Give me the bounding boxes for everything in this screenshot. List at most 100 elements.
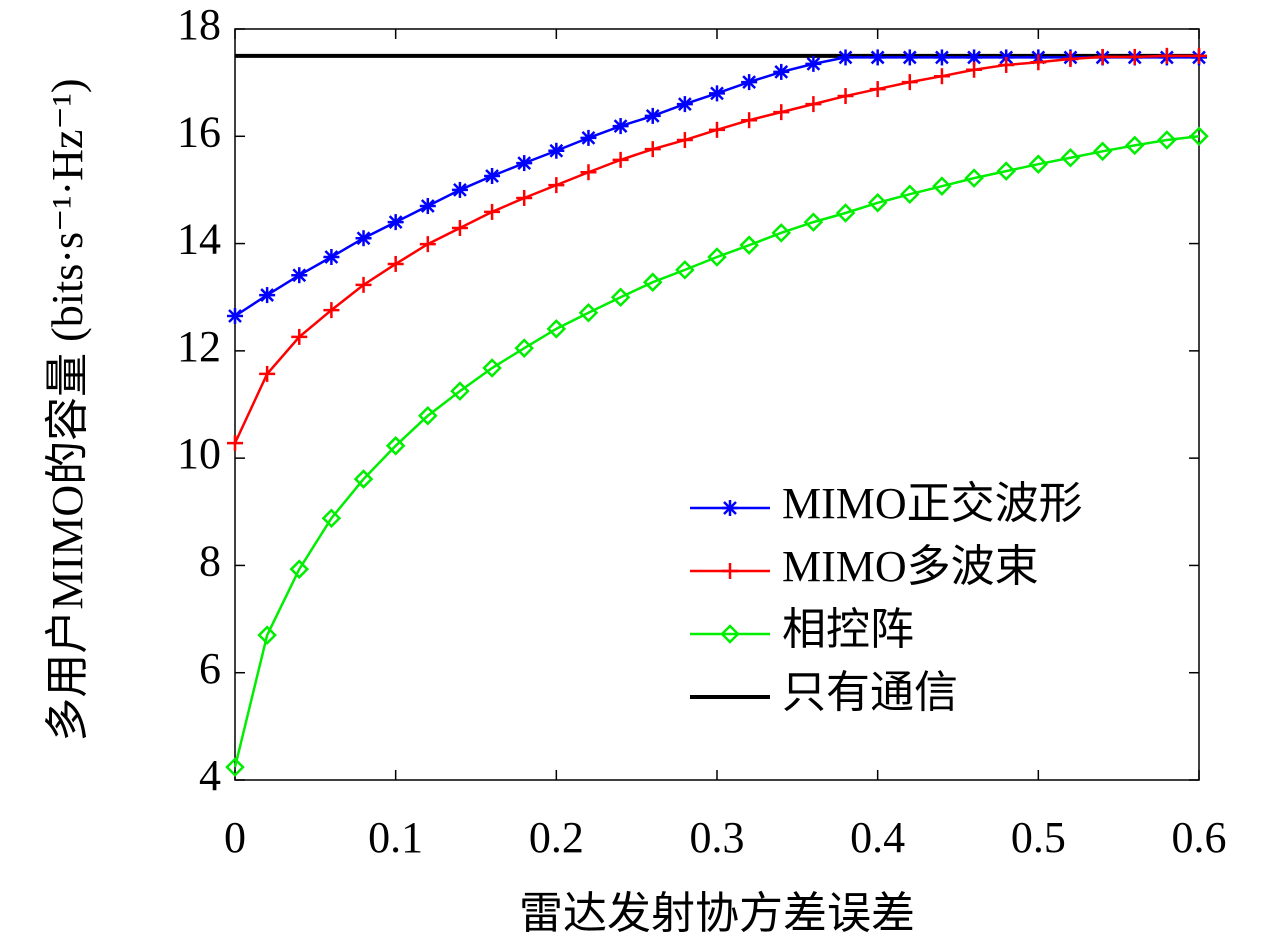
marker [323,302,340,319]
marker [837,49,854,66]
marker-stroke [613,119,628,133]
marker-shape [353,469,374,489]
marker-stroke [723,501,737,515]
marker [676,96,693,113]
marker-stroke [549,143,564,158]
marker-shape [289,559,310,579]
x-tick-label: 0 [224,813,246,862]
marker-shape [450,381,470,401]
marker [387,255,404,272]
marker [289,559,310,579]
y-tick-label: 8 [199,537,221,586]
marker-shape [771,223,792,243]
marker [773,104,790,121]
marker [419,236,436,253]
marker [642,272,663,292]
marker [933,49,950,66]
marker [932,176,952,196]
marker-stroke [806,56,821,71]
marker [227,307,243,324]
marker [722,500,738,516]
marker [548,142,565,159]
marker-shape [996,161,1016,181]
x-tick-label: 0.5 [1011,813,1066,862]
marker [610,287,631,307]
plot-frame [234,28,1200,781]
x-tick-label: 0.2 [529,813,584,862]
marker [546,319,567,339]
marker-shape [514,338,534,358]
marker-shape [1092,141,1113,162]
marker-shape [707,247,727,267]
legend-label: 只有通信 [782,668,958,717]
marker [612,151,629,168]
marker [516,155,533,172]
marker-shape [932,176,952,196]
marker [998,56,1015,73]
marker-shape [257,625,277,645]
legend-label: MIMO多波束 [782,542,1039,591]
marker [805,55,822,72]
marker [321,508,342,528]
marker-stroke [710,86,724,101]
marker [996,161,1016,181]
marker [1094,48,1111,65]
marker [259,287,276,304]
marker [869,49,886,66]
y-axis-label: 多用户MIMO的容量 (bits·s⁻¹·Hz⁻¹) [43,78,92,741]
y-tick-label: 10 [177,429,221,478]
x-axis-label: 雷达发射协方差误差 [519,889,915,938]
marker [514,338,534,358]
marker [259,365,276,382]
marker [484,203,501,220]
marker [1092,141,1113,162]
y-tick-label: 6 [199,644,221,693]
marker [805,96,822,113]
marker-stroke [324,250,339,264]
marker-stroke [838,50,853,65]
y-tick-label: 14 [177,215,221,264]
marker [675,260,695,280]
marker [709,121,725,138]
y-tick-label: 12 [177,322,221,371]
marker [722,563,738,579]
marker [548,177,565,194]
marker-shape [964,168,984,188]
marker [450,381,470,401]
marker [578,303,599,323]
marker-shape [1028,154,1049,174]
marker-shape [321,508,342,528]
marker [1062,51,1079,68]
marker [771,223,792,243]
marker [803,212,824,232]
marker [257,625,277,645]
y-tick-label: 4 [199,751,221,800]
marker [933,68,950,85]
marker-stroke [742,75,757,89]
marker-stroke [902,50,917,65]
marker-stroke [581,131,596,145]
marker-stroke [935,50,949,65]
marker [451,220,468,237]
marker-shape [867,193,888,213]
marker [900,184,920,204]
marker-shape [1157,130,1177,150]
x-tick-label: 0.4 [850,813,905,862]
marker-shape [1124,135,1145,156]
marker [1158,47,1175,64]
marker-shape [900,184,920,204]
marker [901,74,918,91]
y-tick-label: 16 [177,107,221,156]
marker-shape [482,358,502,378]
marker [580,129,597,146]
marker-shape [610,287,631,307]
marker-stroke [420,199,435,213]
marker [709,85,725,102]
marker-stroke [645,109,660,123]
marker [869,81,886,98]
marker-shape [418,405,438,426]
marker [385,436,406,456]
marker [901,49,918,66]
marker-stroke [453,183,467,197]
marker [1189,126,1209,147]
